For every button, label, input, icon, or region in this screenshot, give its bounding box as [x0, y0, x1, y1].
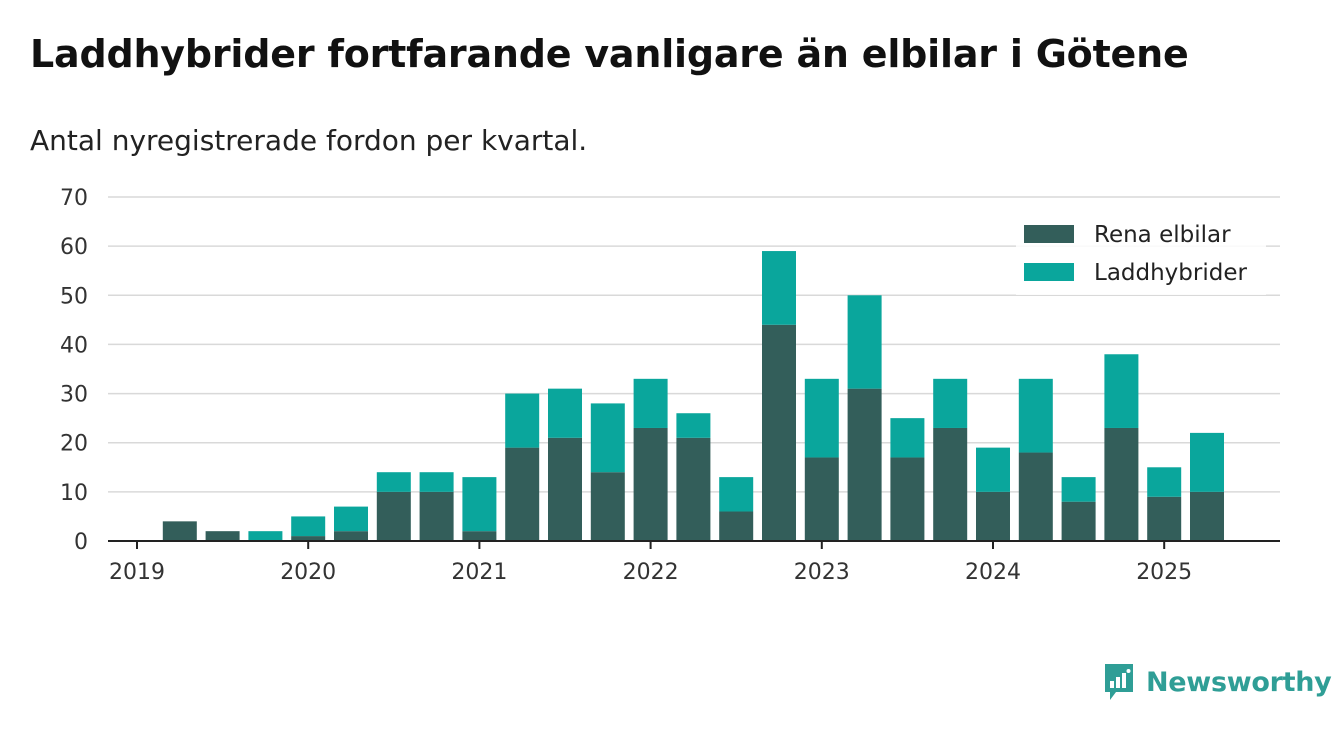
bar-laddhybrider: [847, 295, 882, 389]
bar-laddhybrider: [419, 472, 454, 492]
bar-rena-elbilar: [291, 536, 326, 541]
bar-rena-elbilar: [676, 437, 711, 541]
newsworthy-logo-icon: [1105, 664, 1133, 700]
bar-rena-elbilar: [804, 457, 839, 541]
bar-rena-elbilar: [548, 437, 582, 541]
bar-laddhybrider: [334, 506, 368, 532]
y-tick-label: 60: [60, 235, 88, 260]
bar-rena-elbilar: [419, 491, 454, 541]
y-tick-label: 0: [74, 530, 88, 555]
bar-rena-elbilar: [633, 427, 668, 541]
bar-rena-elbilar: [376, 491, 411, 541]
bar-rena-elbilar: [334, 531, 368, 541]
x-tick-label: 2020: [280, 560, 336, 585]
bar-laddhybrider: [1018, 378, 1053, 453]
bar-rena-elbilar: [1147, 496, 1182, 541]
bar-rena-elbilar: [462, 531, 497, 541]
bar-rena-elbilar: [847, 388, 882, 541]
y-tick-label: 20: [60, 432, 88, 457]
bar-laddhybrider: [719, 477, 754, 512]
bar-laddhybrider: [291, 516, 326, 537]
axes: 0 10 20 30 40 50 60 70 2019 2020 2021 2022 2023 2024 2…: [60, 186, 1280, 585]
bar-laddhybrider: [890, 418, 925, 458]
bar-laddhybrider: [933, 378, 968, 428]
x-tick-label: 2022: [623, 560, 679, 585]
bar-rena-elbilar: [1104, 427, 1139, 541]
y-tick-label: 40: [60, 333, 88, 358]
legend-swatch: [1024, 263, 1074, 281]
bars: [162, 251, 1224, 541]
bar-laddhybrider: [762, 251, 796, 325]
brand-logo: Newsworthy: [1102, 662, 1332, 702]
y-tick-label: 50: [60, 284, 88, 309]
legend-swatch: [1024, 225, 1074, 243]
bar-laddhybrider: [1104, 354, 1139, 428]
x-tick-label: 2019: [109, 560, 165, 585]
bar-laddhybrider: [548, 388, 582, 438]
bar-rena-elbilar: [505, 447, 540, 541]
bar-rena-elbilar: [933, 427, 968, 541]
chart-subtitle: Antal nyregistrerade fordon per kvartal.: [30, 124, 588, 157]
x-tick-label: 2024: [965, 560, 1021, 585]
bar-laddhybrider: [1147, 467, 1182, 497]
bar-rena-elbilar: [1190, 491, 1224, 541]
legend-label: Laddhybrider: [1094, 260, 1247, 286]
bar-rena-elbilar: [890, 457, 925, 541]
legend: Rena elbilar Laddhybrider: [1016, 213, 1266, 295]
chart-title: Laddhybrider fortfarande vanligare än el…: [30, 32, 1189, 76]
bar-laddhybrider: [804, 378, 839, 458]
x-tick-label: 2023: [794, 560, 850, 585]
x-tick-label: 2025: [1136, 560, 1192, 585]
bar-rena-elbilar: [590, 472, 625, 541]
bar-laddhybrider: [676, 413, 711, 438]
bar-laddhybrider: [590, 403, 625, 473]
bar-laddhybrider: [633, 378, 668, 428]
bar-laddhybrider: [248, 531, 283, 541]
bar-laddhybrider: [976, 447, 1010, 492]
bar-rena-elbilar: [762, 324, 796, 541]
x-tick-label: 2021: [451, 560, 507, 585]
bar-laddhybrider: [462, 477, 497, 532]
legend-label: Rena elbilar: [1094, 222, 1231, 248]
bar-rena-elbilar: [162, 521, 197, 541]
bar-rena-elbilar: [1018, 452, 1053, 541]
bar-laddhybrider: [376, 472, 411, 492]
bar-rena-elbilar: [205, 531, 240, 541]
y-tick-label: 70: [60, 186, 88, 211]
y-tick-label: 30: [60, 383, 88, 408]
bar-rena-elbilar: [1061, 501, 1096, 541]
bar-laddhybrider: [505, 393, 540, 448]
bar-rena-elbilar: [719, 511, 754, 541]
bar-laddhybrider: [1061, 477, 1096, 502]
bar-laddhybrider: [1190, 432, 1224, 492]
y-tick-label: 10: [60, 481, 88, 506]
brand-name: Newsworthy: [1146, 666, 1332, 698]
bar-rena-elbilar: [976, 491, 1010, 541]
